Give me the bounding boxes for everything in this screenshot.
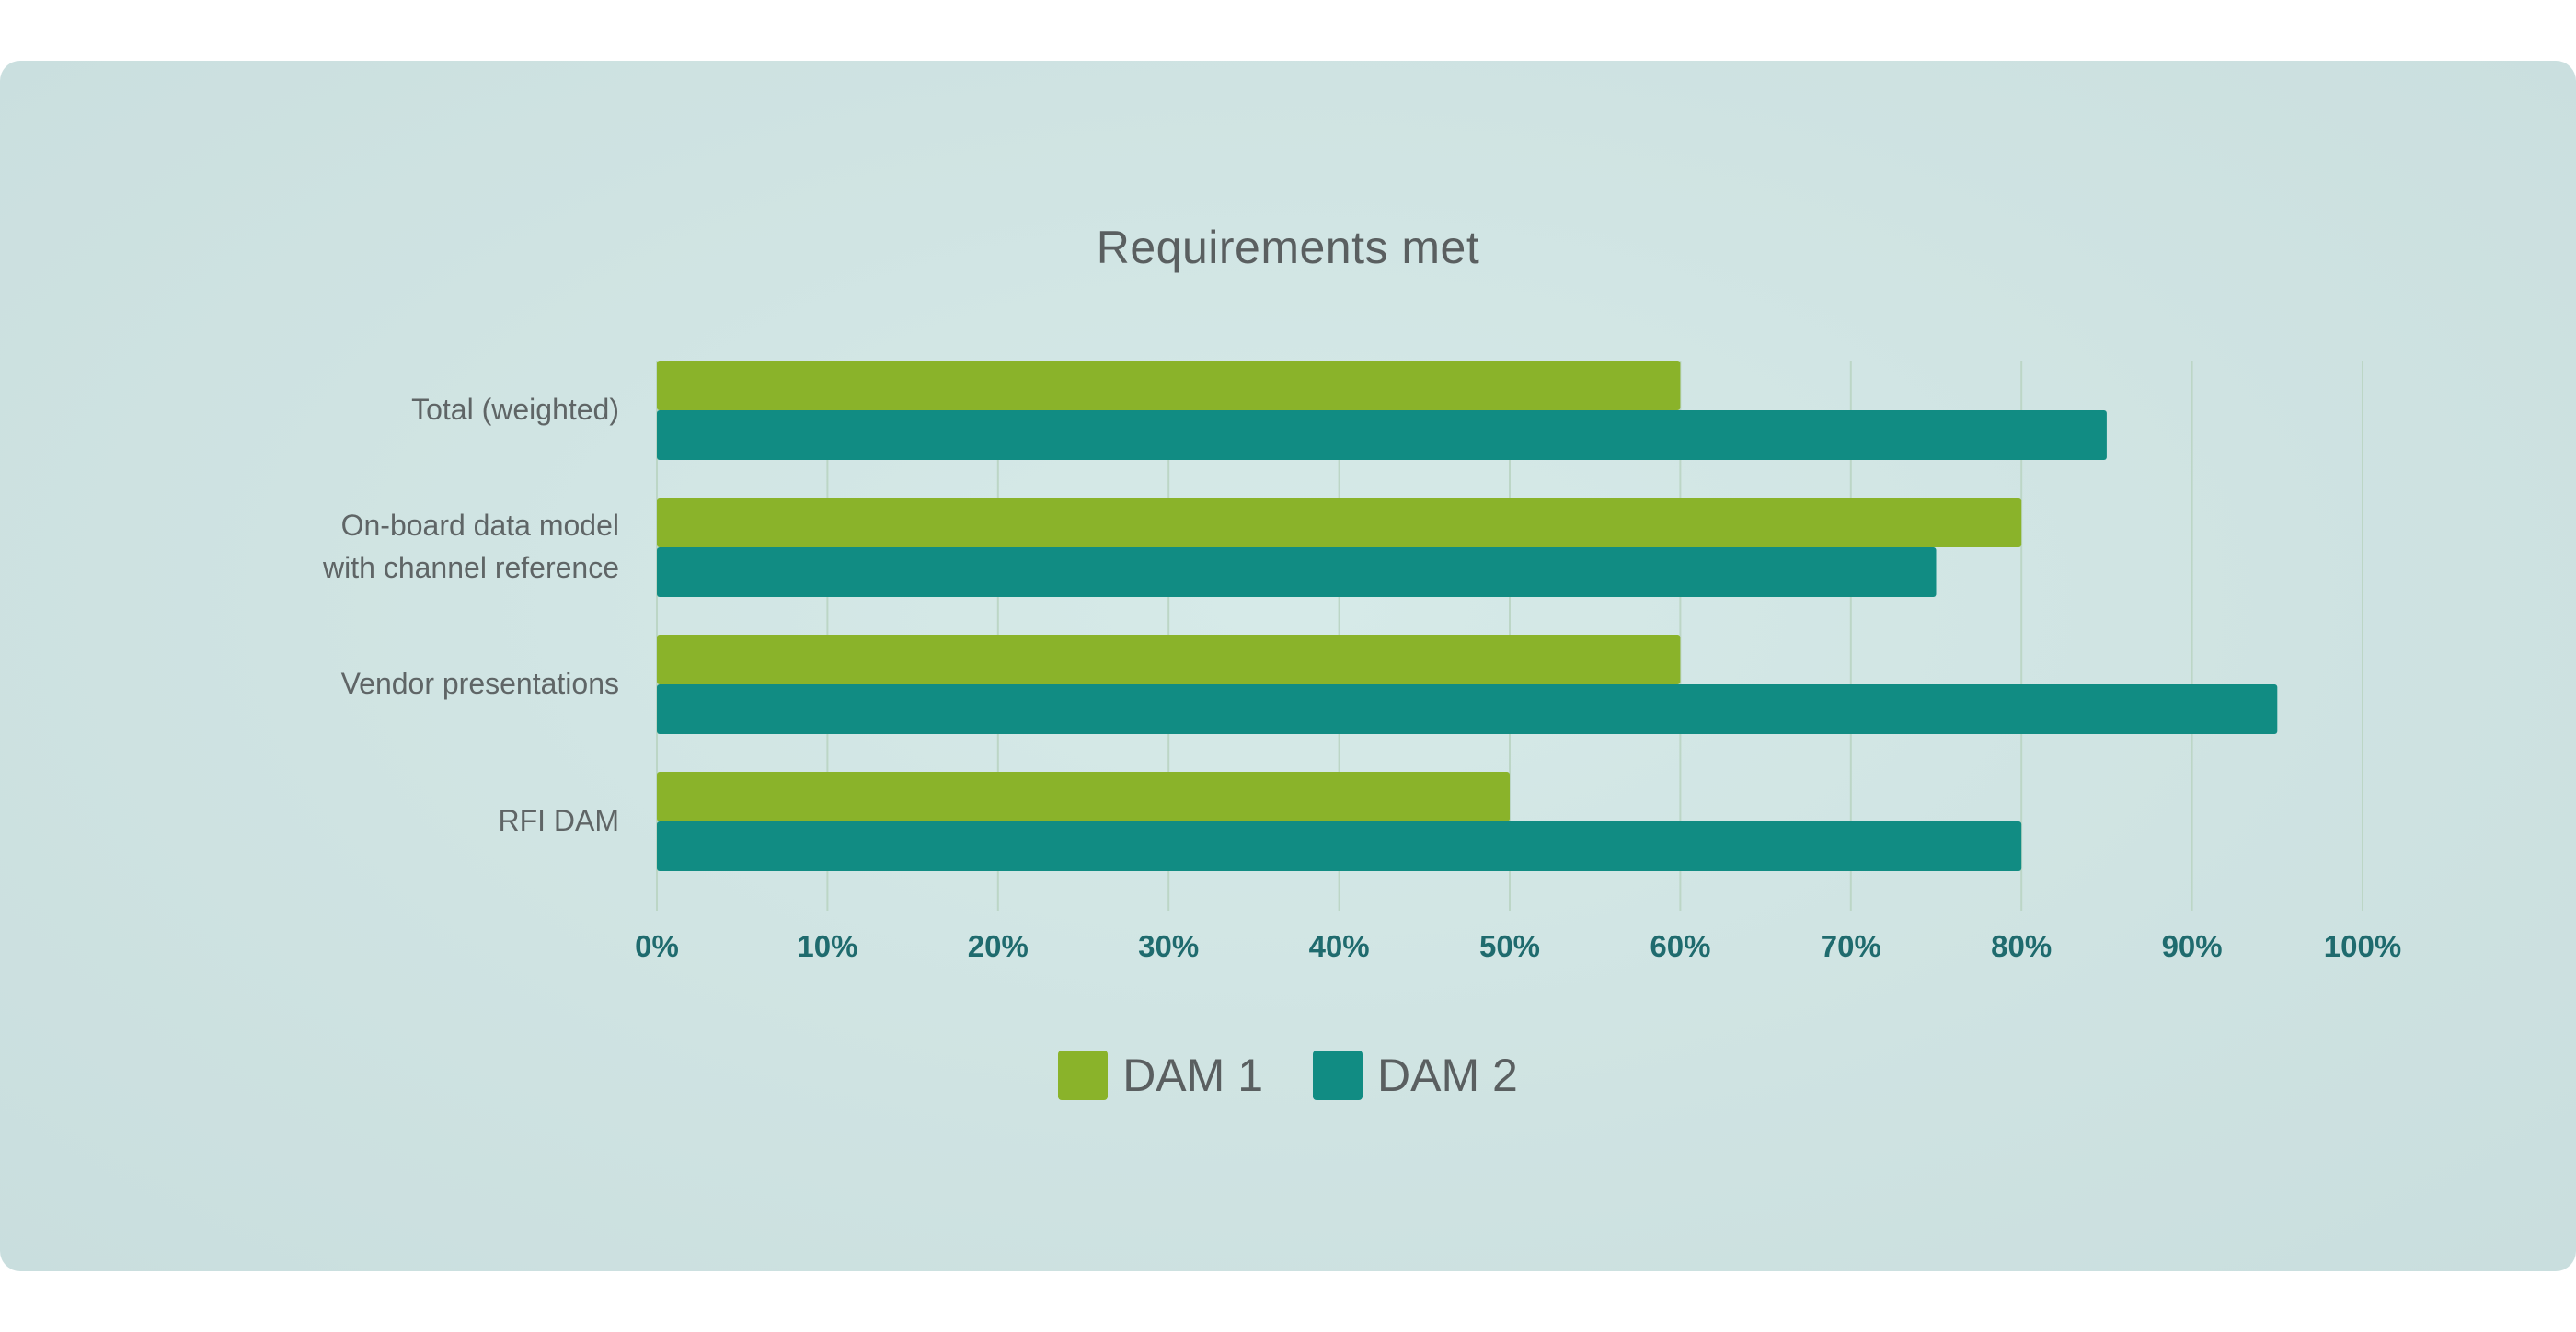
legend-swatch-dam2 [1313, 1051, 1363, 1100]
chart-title: Requirements met [1096, 222, 1480, 273]
bar-dam2 [657, 684, 2278, 734]
x-tick-label: 70% [1820, 929, 1881, 963]
x-tick-label: 50% [1478, 929, 1541, 963]
bar-dam2 [657, 410, 2107, 460]
legend: DAM 1 DAM 2 [0, 1049, 2576, 1102]
bar-dam2 [657, 821, 2022, 871]
bar-dam1 [657, 772, 1510, 821]
x-tick-label: 30% [1138, 929, 1200, 963]
legend-label-dam2: DAM 2 [1377, 1050, 1518, 1101]
x-tick-label: 0% [635, 929, 679, 963]
legend-item-dam1: DAM 1 [1058, 1049, 1263, 1102]
x-tick-label: 40% [1308, 929, 1370, 963]
legend-label-dam1: DAM 1 [1122, 1050, 1263, 1101]
x-tick-label: 100% [2323, 929, 2402, 963]
bar-dam1 [657, 361, 1681, 410]
legend-item-dam2: DAM 2 [1313, 1049, 1518, 1102]
x-tick-label: 10% [797, 929, 858, 963]
bar-dam1 [657, 635, 1681, 684]
x-tick-label: 20% [967, 929, 1029, 963]
category-label: Total (weighted) [411, 393, 619, 426]
bar-dam1 [657, 498, 2022, 547]
bar-dam2 [657, 547, 1937, 597]
legend-swatch-dam1 [1058, 1051, 1109, 1100]
category-label: Vendor presentations [340, 667, 619, 700]
x-tick-label: 60% [1650, 929, 1711, 963]
category-label: RFI DAM [498, 804, 619, 837]
x-tick-label: 80% [1991, 929, 2053, 963]
x-tick-label: 90% [2161, 929, 2223, 963]
category-label: On-board data model with channel referen… [323, 509, 619, 584]
